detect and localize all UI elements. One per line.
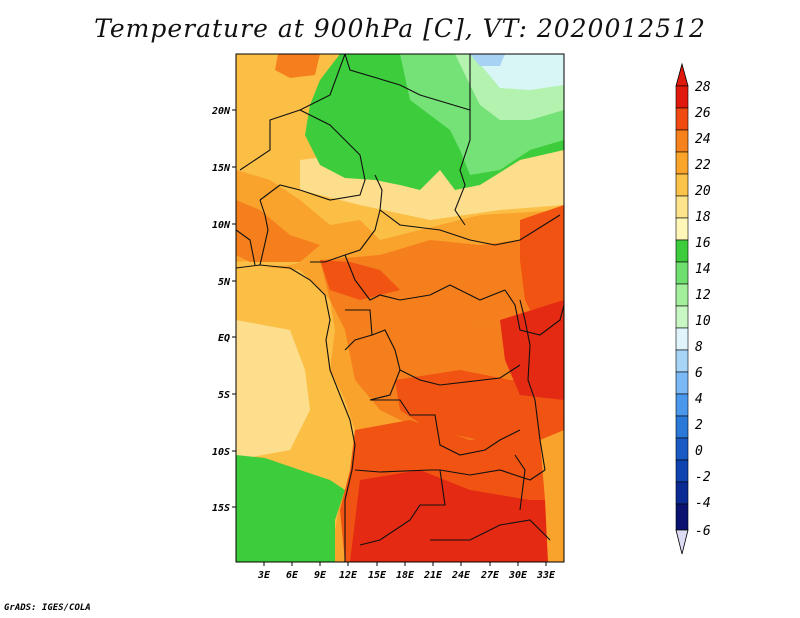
colorbar-cell [675,239,689,263]
border-namibia [354,469,446,546]
colorbar-cell [675,305,689,329]
colorbar-label: 6 [695,366,703,381]
lon-label: 24E [451,570,471,581]
field-eastlakes-28 [500,300,564,400]
software-credit: GrADS: IGES/COLA [4,603,91,613]
colorbar-cell [675,393,689,417]
colorbar-label: 4 [695,392,703,407]
field-sahara-6 [470,54,505,66]
colorbar-label: -6 [695,524,711,539]
colorbar-cell [675,459,689,483]
border-nw [239,54,346,171]
colorbar-label: 14 [695,262,711,277]
lon-label: 3E [257,570,271,581]
colorbar-cell [675,129,689,153]
colorbar-cell [675,349,689,373]
lon-label: 33E [536,570,556,581]
border-niger [259,109,366,201]
colorbar-cell [675,437,689,461]
map-title: Temperature at 900hPa [C], VT: 202001251… [94,14,706,43]
colorbar-cell [675,151,689,175]
lat-label: 5S [218,390,230,401]
colorbar-label: -4 [695,496,711,511]
border-drc [399,364,521,386]
colorbar-cell [675,503,689,531]
colorbar-label: 2 [695,418,703,433]
lon-label: 18E [396,570,415,581]
lon-label: 27E [480,570,500,581]
lon-label: 9E [314,570,327,581]
border-east-lakes [504,289,564,336]
field-hot-north [275,54,320,78]
coastline-west [236,264,356,562]
lon-label: 6E [286,570,299,581]
colorbar-cell [675,415,689,439]
border-car-south [344,254,506,301]
border-congo [369,329,401,401]
field-south-atlantic-14 [236,455,345,562]
colorbar-label: 8 [695,340,703,355]
lat-label: 20N [211,106,231,117]
lat-label: EQ [218,333,230,344]
lat-label: 15N [212,163,231,174]
border-botswana [430,519,551,541]
colorbar-cell [675,261,689,285]
colorbar-label: 20 [695,184,711,199]
field-south-28 [350,470,564,562]
colorbar-label: 22 [695,158,711,173]
colorbar-label: 16 [695,236,711,251]
lat-label: 10S [212,447,230,458]
lat-label: 5N [218,277,231,288]
colorbar-cell [675,107,689,131]
border-liberia [236,229,256,266]
colorbar-bottom-arrow [675,529,689,555]
border-ghana [259,199,269,266]
colorbar-label: -2 [695,470,711,485]
map-frame [235,53,565,563]
colorbar-label: 0 [695,444,703,459]
field-east-26 [520,205,564,330]
colorbar-cell [675,371,689,395]
border-malawi [514,454,526,511]
colorbar-label: 18 [695,210,711,225]
colorbar-cell [675,195,689,219]
country-borders [236,54,564,562]
lat-label: 15S [212,503,230,514]
temperature-field [236,54,564,562]
border-angola [370,399,521,456]
colorbar-cell [675,217,689,241]
border-north [344,54,471,111]
colorbar-label: 24 [695,132,711,147]
lon-label: 15E [368,570,387,581]
border-car-north [379,209,561,246]
colorbar-cell [675,327,689,351]
colorbar-label: 10 [695,314,711,329]
colorbar-top-arrow [675,62,689,87]
border-nigeria-cameroon [310,174,383,263]
border-lake-tanganyika [519,299,546,471]
border-chad-sudan [454,110,471,226]
lon-label: 12E [339,570,358,581]
lon-label: 21E [423,570,443,581]
colorbar-cell [675,283,689,307]
lat-axis: 20N 15N 10N 5N EQ 5S 10S 15S [211,106,236,514]
colorbar-label: 28 [695,80,711,95]
field-atlantic-18 [236,320,310,460]
colorbar-cell [675,85,689,109]
lat-label: 10N [212,220,231,231]
colorbar-cell [675,481,689,505]
field-central-26a [320,260,400,300]
field-westafrica-24 [236,200,320,262]
lon-label: 30E [508,570,528,581]
colorbar: 28 26 24 22 20 18 16 14 12 10 8 6 4 2 0 … [675,62,711,555]
colorbar-label: 12 [695,288,711,303]
lon-axis: 3E 6E 9E 12E 15E 18E 21E 24E 27E 30E 33E [257,562,556,581]
colorbar-cell [675,173,689,197]
field-mozambique-22 [540,430,564,562]
colorbar-label: 26 [695,106,711,121]
border-zambia [439,469,546,481]
